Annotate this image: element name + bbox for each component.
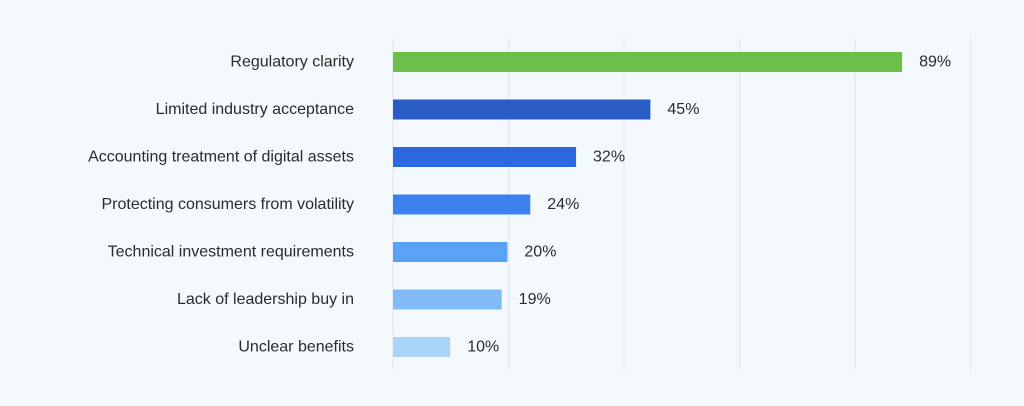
bar-7 (393, 337, 451, 357)
category-label-1: Regulatory clarity (230, 54, 354, 71)
bars (393, 52, 903, 357)
category-label-3: Accounting treatment of digital assets (88, 149, 354, 166)
bar-5 (393, 242, 508, 262)
category-labels: Regulatory clarity Limited industry accep… (88, 54, 354, 356)
bar-2 (393, 99, 651, 120)
value-label-4: 24% (547, 196, 579, 213)
value-label-1: 89% (919, 54, 951, 71)
category-label-6: Lack of leadership buy in (177, 291, 354, 308)
value-label-2: 45% (667, 101, 699, 118)
category-label-4: Protecting consumers from volatility (101, 196, 354, 213)
value-label-3: 32% (593, 149, 625, 166)
value-label-5: 20% (524, 244, 556, 261)
category-label-7: Unclear benefits (238, 339, 354, 356)
gridlines (392, 38, 972, 370)
category-label-5: Technical investment requirements (108, 244, 354, 261)
bar-4 (393, 194, 531, 215)
category-label-2: Limited industry acceptance (156, 101, 354, 118)
bar-1 (393, 52, 903, 72)
value-label-7: 10% (467, 339, 499, 356)
bar-3 (393, 147, 577, 167)
value-labels: 89% 45% 32% 24% 20% 19% 10% (467, 54, 951, 356)
bar-6 (393, 289, 502, 310)
value-label-6: 19% (519, 291, 551, 308)
